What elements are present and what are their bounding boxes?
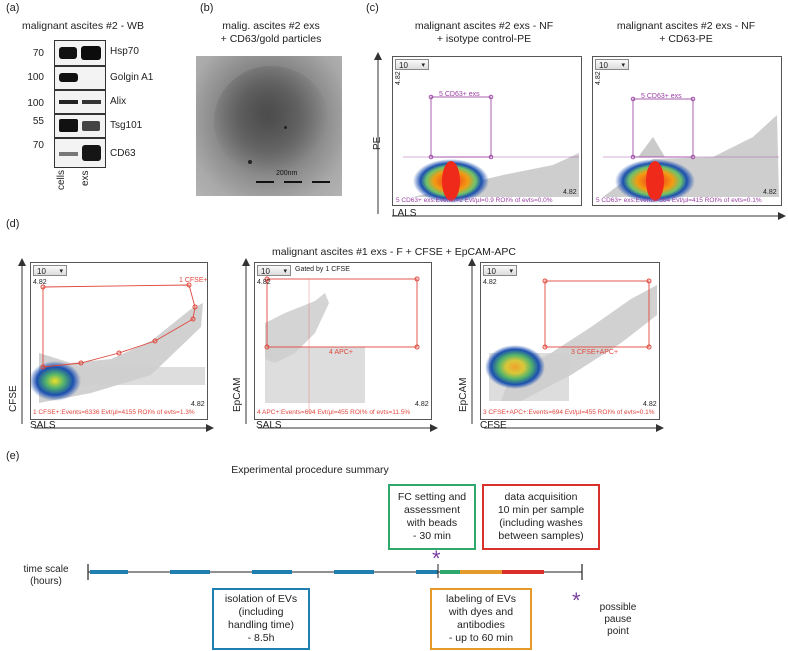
scatter-c-left (403, 94, 579, 203)
flow-plot-c-left: 10 ▾ 4.82 5 CD63+ exs 4.82 5 CD63+ exs (392, 56, 582, 206)
pause-marker-icon: * (432, 546, 441, 571)
band-label: CD63 (110, 148, 136, 159)
em-title: malig. ascites #2 exs + CD63/gold partic… (220, 20, 322, 45)
mw-label: 55 (32, 116, 44, 127)
scale-dropdown[interactable]: 10 ▾ (395, 59, 429, 70)
x-axis-label: CFSE (480, 420, 507, 431)
panel-label-e: (e) (6, 450, 20, 462)
scale-dropdown[interactable]: 10 ▾ (257, 265, 291, 276)
panel-label-d: (d) (6, 218, 20, 230)
scale-label: 200nm (276, 170, 298, 177)
pause-legend-label: possible pause point (599, 602, 637, 637)
gate-label: 5 CD63+ exs (641, 93, 682, 100)
x-axis-label: SALS (256, 420, 282, 431)
blot-cd63 (54, 138, 106, 168)
axes-d (18, 258, 664, 432)
flow-plot-d3: 10 ▾ 3 CFSE+APC+ 4.82 4.82 3 CFSE+APC+:Ev… (480, 262, 660, 420)
y-axis-label: PE (372, 136, 383, 150)
axes-c (374, 52, 786, 220)
panel-d-title: malignant ascites #1 exs - F + CFSE + Ep… (272, 246, 516, 258)
blot-tsg101 (54, 114, 106, 138)
y-axis-label: EpCAM (232, 377, 243, 412)
x-axis-label: LALS (392, 208, 417, 219)
panel-label-a: (a) (6, 2, 20, 14)
mw-label: 100 (27, 72, 44, 83)
panel-label-b: (b) (200, 2, 214, 14)
time-scale-label: time scale (hours) (23, 564, 69, 587)
gate-label: 3 CFSE+APC+ (571, 349, 619, 356)
axis-max: 4.82 (643, 401, 657, 408)
plot-title-c-left: malignant ascites #2 exs - NF + isotype … (414, 20, 554, 45)
panel-label-c: (c) (366, 2, 379, 14)
x-axis-label: SALS (30, 420, 56, 431)
wb-title: malignant ascites #2 - WB (22, 20, 144, 32)
band-label: Golgin A1 (110, 72, 154, 83)
scatter-c-right (603, 96, 779, 203)
timeline-axis (87, 564, 583, 580)
blot-alix (54, 90, 106, 114)
axis-max: 4.82 (257, 279, 271, 286)
plot-stats: 1 CFSE+:Events=6336 Evt/µl=4155 ROI% of … (33, 409, 195, 416)
mw-label: 70 (32, 140, 44, 151)
timeline-title: Experimental procedure summary (231, 464, 389, 476)
lane-label-cells: cells (56, 169, 67, 190)
flow-plot-d2: 10 ▾ Gated by 1 CFSE 4 APC+ 4.82 4.82 4 A… (254, 262, 432, 420)
em-micrograph: 200nm (196, 56, 342, 196)
scatter-d3 (485, 278, 657, 401)
gate-label: 1 CFSE+ (179, 277, 208, 284)
band-label: Hsp70 (110, 46, 139, 57)
plot-stats: 5 CD63+ exs:Events=2 Evt/µl=0.9 ROI% of … (396, 197, 553, 204)
scatter-d1 (31, 282, 205, 403)
isolation-box: isolation of EVs (including handling time)… (212, 588, 310, 650)
lane-label-exs: exs (80, 170, 91, 186)
plot-title-c-right: malignant ascites #2 exs - NF + CD63-PE (616, 20, 756, 45)
blot-hsp70 (54, 40, 106, 66)
scale-dropdown[interactable]: 10 ▾ (595, 59, 629, 70)
flow-plot-c-right: 10 ▾ 4.82 5 CD63+ exs 4.82 5 CD (592, 56, 782, 206)
scatter-d2 (264, 276, 420, 413)
axis-max: 4.82 (415, 401, 429, 408)
y-axis-label: CFSE (8, 385, 19, 412)
axis-max: 4.82 (33, 279, 47, 286)
fc-setting-box: FC setting and assessment with beads - 30 m… (388, 484, 476, 550)
plot-stats: 3 CFSE+APC+:Events=694 Evt/µl=455 ROI% o… (483, 409, 655, 416)
scale-dropdown[interactable]: 10 ▾ (483, 265, 517, 276)
gate-label: 4 APC+ (329, 349, 353, 356)
acquisition-box: data acquisition 10 min per sample (includ… (482, 484, 600, 550)
band-label: Alix (110, 96, 127, 107)
plot-stats: 4 APC+:Events=694 Evt/µl=455 ROI% of evt… (257, 409, 411, 416)
pause-legend-icon: * (572, 588, 581, 613)
axis-max: 4.82 (563, 189, 577, 196)
axis-max: 4.82 (191, 401, 205, 408)
axis-max: 4.82 (483, 279, 497, 286)
flow-plot-d1: 10 ▾ 1 CFSE+ 4.82 4.82 1 CFSE+:Events=633… (30, 262, 208, 420)
gate-label: 5 CD63+ exs (439, 91, 480, 98)
labeling-box: labeling of EVs with dyes and antibodies - … (430, 588, 532, 650)
gated-by-label: Gated by 1 CFSE (295, 266, 350, 273)
band-label: Tsg101 (110, 120, 143, 131)
scale-dropdown[interactable]: 10 ▾ (33, 265, 67, 276)
blot-golgin (54, 66, 106, 90)
mw-label: 100 (27, 98, 44, 109)
mw-label: 70 (32, 48, 44, 59)
axis-max: 4.82 (763, 189, 777, 196)
plot-stats: 5 CD63+ exs:Events=664 Evt/µl=415 ROI% o… (596, 197, 762, 204)
y-axis-label: EpCAM (458, 377, 469, 412)
